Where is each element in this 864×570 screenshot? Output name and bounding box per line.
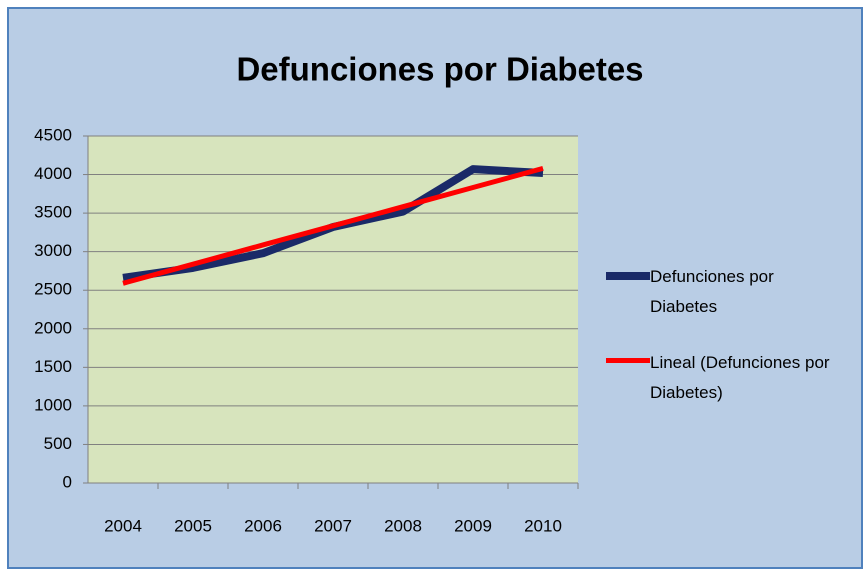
y-tick-label: 3500 xyxy=(34,203,72,222)
x-tick-label: 2008 xyxy=(384,516,422,535)
legend-entry: Defunciones por Diabetes xyxy=(606,262,856,322)
x-tick-label: 2004 xyxy=(104,516,142,535)
y-tick-label: 1000 xyxy=(34,395,72,414)
chart-title: Defunciones por Diabetes xyxy=(236,51,643,88)
y-tick-label: 2000 xyxy=(34,318,72,337)
y-tick-label: 2500 xyxy=(34,280,72,299)
y-tick-label: 1500 xyxy=(34,357,72,376)
y-tick-label: 0 xyxy=(63,472,72,491)
legend: Defunciones por Diabetes Lineal (Defuncio… xyxy=(606,262,856,434)
y-tick-label: 3000 xyxy=(34,241,72,260)
series-line xyxy=(122,165,544,286)
x-tick-label: 2007 xyxy=(314,516,352,535)
legend-entry: Lineal (Defunciones por Diabetes) xyxy=(606,348,856,408)
legend-swatch xyxy=(606,358,650,363)
x-tick-label: 2010 xyxy=(524,516,562,535)
y-tick-label: 4000 xyxy=(34,164,72,183)
legend-label: Defunciones por Diabetes xyxy=(650,267,774,316)
x-tick-label: 2006 xyxy=(244,516,282,535)
x-tick-label: 2009 xyxy=(454,516,492,535)
plot-area xyxy=(88,136,578,483)
legend-swatch xyxy=(606,272,650,280)
x-tick-label: 2005 xyxy=(174,516,212,535)
y-tick-label: 500 xyxy=(44,434,72,453)
y-tick-label: 4500 xyxy=(34,125,72,144)
legend-label: Lineal (Defunciones por Diabetes) xyxy=(650,353,830,402)
